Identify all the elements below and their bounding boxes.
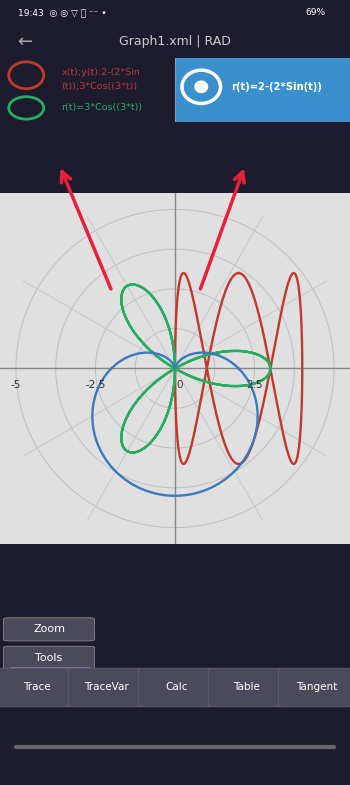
- Text: Trace: Trace: [23, 682, 50, 692]
- Ellipse shape: [182, 70, 220, 104]
- Text: -5: -5: [11, 380, 21, 389]
- Text: 2.5: 2.5: [246, 380, 263, 389]
- Text: (t));3*Cos((3*t)): (t));3*Cos((3*t)): [61, 82, 137, 91]
- FancyBboxPatch shape: [4, 646, 94, 670]
- FancyBboxPatch shape: [175, 58, 350, 122]
- Text: r(t)=2-(2*Sin(t)): r(t)=2-(2*Sin(t)): [231, 82, 322, 92]
- Ellipse shape: [194, 80, 208, 93]
- FancyBboxPatch shape: [138, 668, 212, 706]
- FancyBboxPatch shape: [68, 668, 142, 706]
- Text: x(t);y(t):2-(2*Sin: x(t);y(t):2-(2*Sin: [61, 68, 140, 77]
- FancyBboxPatch shape: [278, 668, 350, 706]
- Text: Calc: Calc: [166, 682, 188, 692]
- Text: 19:43  ◎ ◎ ▽ 🔒 ⁻⁻ •: 19:43 ◎ ◎ ▽ 🔒 ⁻⁻ •: [18, 8, 106, 17]
- Text: TraceVar: TraceVar: [84, 682, 129, 692]
- Text: ←: ←: [17, 32, 32, 50]
- FancyBboxPatch shape: [208, 668, 282, 706]
- Text: r(t)=3*Cos((3*t)): r(t)=3*Cos((3*t)): [61, 104, 142, 112]
- Text: -2.5: -2.5: [85, 380, 106, 389]
- Text: 0: 0: [176, 380, 183, 389]
- Text: Table: Table: [233, 682, 260, 692]
- FancyBboxPatch shape: [4, 618, 94, 641]
- Text: Graph1.xml | RAD: Graph1.xml | RAD: [119, 35, 231, 48]
- Text: 69%: 69%: [305, 8, 326, 17]
- Text: Tangent: Tangent: [296, 682, 337, 692]
- FancyBboxPatch shape: [0, 668, 72, 706]
- Text: Zoom: Zoom: [33, 624, 65, 634]
- Text: Tools: Tools: [35, 653, 63, 663]
